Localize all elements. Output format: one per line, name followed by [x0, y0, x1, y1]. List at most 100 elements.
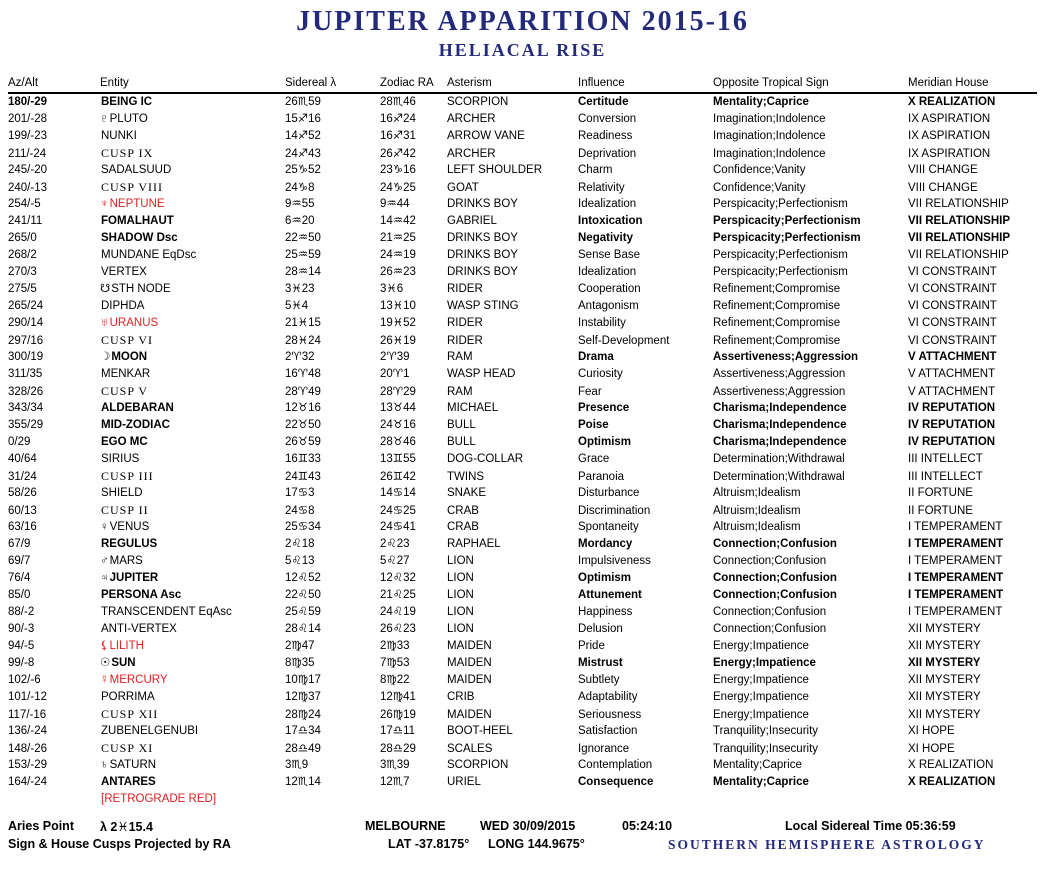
cell-az-alt: 254/-5 — [8, 198, 41, 210]
cell-influence: Charm — [578, 164, 613, 176]
cell-az-alt: 94/-5 — [8, 640, 35, 652]
cell-meridian-house: I TEMPERAMENT — [908, 589, 1004, 601]
table-row: 265/24 DIPHDA 5♓4 13♓10 WASP STING Antag… — [8, 298, 1037, 315]
column-header: Influence — [578, 76, 625, 89]
table-row: 148/-26 CUSP XI 28♎49 28♎29 SCALES Ignor… — [8, 740, 1037, 757]
entity-name: EGO MC — [101, 436, 148, 448]
cell-influence: Poise — [578, 419, 609, 431]
aries-point-label: Aries Point — [8, 819, 74, 833]
cell-az-alt: 328/26 — [8, 385, 44, 398]
cell-asterism: BOOT-HEEL — [447, 725, 513, 737]
cell-meridian-house: VII RELATIONSHIP — [908, 232, 1011, 244]
cell-asterism: RAM — [447, 385, 473, 398]
cell-zodiac-ra: 14♒42 — [380, 215, 416, 227]
cell-entity: ☽MOON — [100, 349, 285, 366]
date-label: WED 30/09/2015 — [480, 819, 576, 833]
table-row: 211/-24 CUSP IX 24♐43 26♐42 ARCHER Depri… — [8, 145, 1037, 162]
latitude-label: LAT -37.8175° — [388, 837, 470, 851]
entity-glyph: ☉ — [100, 657, 111, 669]
cell-influence: Intoxication — [578, 215, 643, 227]
cell-sidereal-longitude: 5♓4 — [285, 300, 309, 312]
cell-entity: SHIELD — [100, 485, 285, 502]
cell-zodiac-ra: 24♋25 — [380, 504, 416, 517]
cell-asterism: MAIDEN — [447, 657, 492, 669]
cell-influence: Satisfaction — [578, 725, 638, 737]
cell-opposite-sign: Refinement;Compromise — [713, 300, 841, 312]
entity-glyph: ☋ — [100, 283, 111, 295]
cell-opposite-sign: Energy;Impatience — [713, 657, 816, 669]
cell-meridian-house: IX ASPIRATION — [908, 147, 991, 160]
cell-entity: ALDEBARAN — [100, 400, 285, 417]
cell-opposite-sign: Tranquility;Insecurity — [713, 725, 819, 737]
entity-name: CUSP XII — [101, 707, 159, 721]
column-header: Asterism — [447, 76, 492, 89]
cell-asterism: MAIDEN — [447, 708, 492, 721]
cell-asterism: DRINKS BOY — [447, 198, 518, 210]
cell-opposite-sign: Altruism;Idealism — [713, 521, 801, 533]
cell-sidereal-longitude: 28♍24 — [285, 708, 321, 721]
entity-name: SHADOW Dsc — [101, 232, 178, 244]
cell-zodiac-ra: 2♍33 — [380, 640, 410, 652]
cell-asterism: GOAT — [447, 181, 479, 194]
cell-influence: Idealization — [578, 266, 637, 278]
cell-opposite-sign: Energy;Impatience — [713, 674, 809, 686]
cell-zodiac-ra: 8♍22 — [380, 674, 410, 686]
cell-az-alt: 241/11 — [8, 215, 43, 227]
cell-meridian-house: I TEMPERAMENT — [908, 555, 1003, 567]
cell-entity: REGULUS — [100, 536, 285, 553]
entity-name: MERCURY — [109, 674, 168, 686]
cell-asterism: RIDER — [447, 317, 483, 329]
table-row: 63/16 ♀VENUS 25♋34 24♋41 CRAB Spontaneit… — [8, 519, 1037, 536]
cell-meridian-house: VIII CHANGE — [908, 181, 978, 194]
entity-name: MID-ZODIAC — [101, 419, 170, 431]
cell-influence: Mistrust — [578, 657, 623, 669]
cell-entity: MID-ZODIAC — [100, 417, 285, 434]
cell-zodiac-ra: 26♊42 — [380, 470, 416, 483]
cell-az-alt: 245/-20 — [8, 164, 48, 176]
cell-zodiac-ra: 16♐24 — [380, 113, 416, 125]
entity-name: ANTARES — [101, 776, 156, 788]
table-row: 240/-13 CUSP VIII 24♑8 24♑25 GOAT Relati… — [8, 179, 1037, 196]
cell-az-alt: 211/-24 — [8, 147, 47, 160]
cell-asterism: WASP STING — [447, 300, 519, 312]
cell-meridian-house: I TEMPERAMENT — [908, 521, 1003, 533]
cell-entity: ⚸LILITH — [100, 638, 285, 655]
cell-entity: PERSONA Asc — [100, 587, 285, 604]
cell-entity: CUSP II — [100, 502, 285, 520]
cell-zodiac-ra: 19♓52 — [380, 317, 416, 329]
cell-entity: ♀VENUS — [100, 519, 285, 536]
cell-az-alt: 311/35 — [8, 368, 43, 380]
table-row: 300/19 ☽MOON 2♈32 2♈39 RAM Drama Asserti… — [8, 349, 1037, 366]
entity-name: CUSP VI — [101, 333, 154, 347]
cell-entity: CUSP XII — [100, 706, 285, 724]
entity-name: CUSP V — [101, 384, 149, 398]
entity-name: LILITH — [109, 640, 144, 652]
entity-name: PERSONA Asc — [101, 589, 182, 601]
aries-point-value: λ 2♓15.4 — [100, 820, 153, 834]
cell-asterism: CRIB — [447, 691, 475, 703]
entity-name: VERTEX — [101, 266, 147, 278]
cell-entity: ANTARES — [100, 774, 285, 791]
cell-opposite-sign: Imagination;Indolence — [713, 130, 826, 142]
cell-asterism: LEFT SHOULDER — [447, 164, 543, 176]
cell-opposite-sign: Connection;Confusion — [713, 606, 827, 618]
entity-name: SADALSUUD — [101, 164, 172, 176]
entity-name: CUSP II — [101, 503, 149, 517]
cell-asterism: LION — [447, 589, 474, 601]
cell-entity: NUNKI — [100, 128, 285, 145]
cell-influence: Instability — [578, 317, 626, 329]
cell-entity: TRANSCENDENT EqAsc — [100, 604, 285, 621]
cell-influence: Optimism — [578, 572, 632, 584]
cell-zodiac-ra: 16♐31 — [380, 130, 416, 142]
cell-zodiac-ra: 3♏39 — [380, 759, 410, 771]
entity-name: CUSP VIII — [101, 180, 164, 194]
cell-influence: Delusion — [578, 623, 623, 635]
cell-influence: Sense Base — [578, 249, 641, 261]
cell-entity: CUSP VIII — [100, 179, 285, 197]
cell-meridian-house: IV REPUTATION — [908, 436, 996, 448]
cell-sidereal-longitude: 5♌13 — [285, 555, 315, 567]
entity-name: PORRIMA — [101, 691, 155, 703]
cell-asterism: CRAB — [447, 521, 479, 533]
cell-az-alt: 275/5 — [8, 283, 37, 295]
